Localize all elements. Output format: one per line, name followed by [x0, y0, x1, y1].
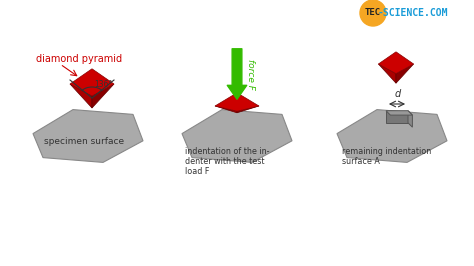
Polygon shape — [337, 110, 447, 163]
Text: 136°: 136° — [94, 80, 112, 89]
Polygon shape — [70, 69, 114, 96]
Text: -SCIENCE.COM: -SCIENCE.COM — [378, 7, 448, 18]
Polygon shape — [378, 64, 396, 83]
Polygon shape — [215, 93, 259, 111]
Polygon shape — [92, 84, 114, 108]
Text: denter with the test: denter with the test — [185, 157, 264, 166]
Polygon shape — [182, 110, 292, 163]
Text: surface A: surface A — [342, 157, 380, 166]
Text: remaining indentation: remaining indentation — [342, 147, 431, 156]
Text: specimen surface: specimen surface — [44, 137, 124, 146]
Text: indentation of the in-: indentation of the in- — [185, 147, 270, 156]
Text: diamond pyramid: diamond pyramid — [36, 54, 122, 64]
Text: d: d — [395, 89, 401, 99]
Polygon shape — [237, 106, 259, 113]
Polygon shape — [70, 84, 92, 108]
Polygon shape — [386, 111, 412, 115]
Circle shape — [360, 0, 386, 26]
Polygon shape — [386, 111, 408, 123]
Polygon shape — [378, 52, 414, 74]
Text: force F: force F — [246, 59, 255, 89]
FancyArrowPatch shape — [227, 49, 247, 99]
Polygon shape — [33, 110, 143, 163]
Polygon shape — [215, 106, 237, 113]
Text: load F: load F — [185, 167, 210, 176]
Polygon shape — [408, 111, 412, 127]
Text: TEC: TEC — [365, 8, 381, 17]
Polygon shape — [396, 64, 414, 83]
